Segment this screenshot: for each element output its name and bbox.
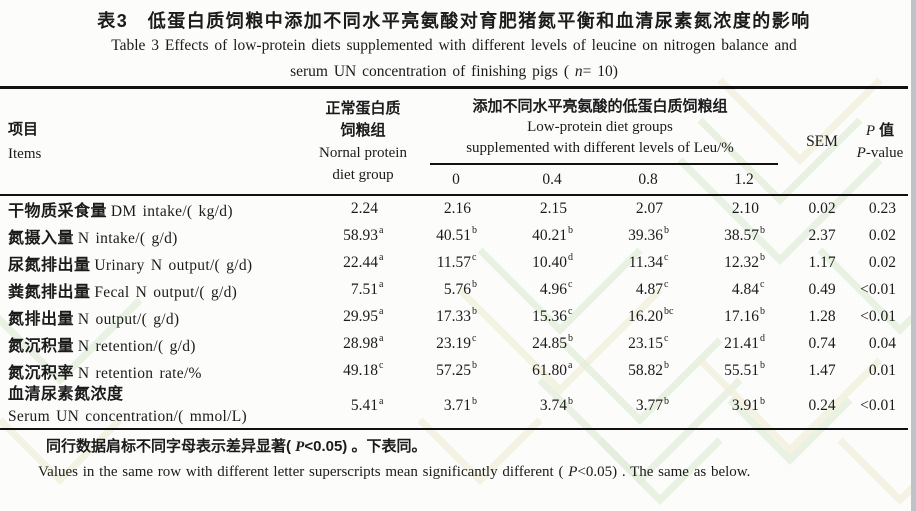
col-header-leucine-groups: 添加不同水平亮氨酸的低蛋白质饲粮组 Low-protein diet group… xyxy=(408,88,792,165)
cell-leu-0.8: 11.34c xyxy=(628,252,669,271)
n-symbol: n xyxy=(574,63,583,80)
cell-sem: 0.49 xyxy=(808,280,836,298)
cell-leu-1.2: 17.16b xyxy=(724,306,765,325)
cell-leu-0.8: 23.15c xyxy=(628,333,669,352)
cell-p-value: 0.23 xyxy=(868,200,896,217)
cell-leu-0.8: 39.36b xyxy=(628,225,669,244)
cell-normal: 28.98a xyxy=(343,333,384,352)
table-row: 氮排出量 N output/( g/d) 29.95a 17.33b 15.36… xyxy=(0,303,908,330)
cell-leu-0.4: 15.36c xyxy=(532,306,573,325)
cell-leu-0.8: 4.87c xyxy=(635,279,669,298)
cell-leu-0: 11.57c xyxy=(436,252,477,271)
table-row: 粪氮排出量 Fecal N output/( g/d) 7.51a 5.76b … xyxy=(0,276,908,303)
table-title-zh: 表3 低蛋白质饲粮中添加不同水平亮氨酸对育肥猪氮平衡和血清尿素氮浓度的影响 xyxy=(97,11,811,31)
cell-leu-0.4: 2.15 xyxy=(539,200,567,217)
cell-leu-1.2: 12.32b xyxy=(724,252,765,271)
cell-leu-0.8: 16.20bc xyxy=(628,306,674,325)
cell-p-value: 0.04 xyxy=(868,334,896,352)
cell-leu-0: 57.25b xyxy=(436,360,477,379)
table-title-en-line2: serum UN concentration of finishing pigs… xyxy=(290,63,618,80)
cell-leu-0.4: 10.40d xyxy=(532,252,573,271)
cell-leu-0.4: 61.80a xyxy=(532,360,573,379)
cell-normal: 29.95a xyxy=(343,306,384,325)
cell-leu-0.8: 3.77b xyxy=(635,395,669,414)
col-header-normal-protein: 正常蛋白质 饲粮组 Nornal protein diet group xyxy=(319,99,407,183)
cell-sem: 0.74 xyxy=(808,334,836,352)
cell-leu-0: 17.33b xyxy=(436,306,477,325)
cell-p-value: 0.02 xyxy=(868,253,896,271)
cell-leu-0: 2.16 xyxy=(443,200,471,217)
cell-leu-1.2: 55.51b xyxy=(724,360,765,379)
col-header-items: 项目 Items xyxy=(8,120,42,162)
cell-leu-0: 23.19c xyxy=(436,333,477,352)
cell-p-value: <0.01 xyxy=(860,280,896,298)
cell-p-value: <0.01 xyxy=(860,397,896,414)
screenshot-edge-strip xyxy=(911,0,916,511)
table-row: 尿氮排出量 Urinary N output/( g/d) 22.44a 11.… xyxy=(0,249,908,276)
cell-leu-0.8: 58.82b xyxy=(628,360,669,379)
cell-sem: 1.28 xyxy=(808,307,836,325)
results-table: 项目 Items 正常蛋白质 饲粮组 Nornal protein diet g… xyxy=(0,86,908,430)
paper-table-page: 表3 低蛋白质饲粮中添加不同水平亮氨酸对育肥猪氮平衡和血清尿素氮浓度的影响 Ta… xyxy=(0,11,908,480)
cell-leu-0: 3.71b xyxy=(443,395,477,414)
cell-leu-1.2: 4.84c xyxy=(731,279,765,298)
row-label: 粪氮排出量 Fecal N output/( g/d) xyxy=(8,283,238,301)
table-row: 氮摄入量 N intake/( g/d) 58.93a 40.51b 40.21… xyxy=(0,222,908,249)
row-label: 氮排出量 N output/( g/d) xyxy=(8,310,180,328)
table-row: 氮沉积率 N retention rate/% 49.18c 57.25b 61… xyxy=(0,357,908,384)
cell-sem: 1.47 xyxy=(808,361,836,379)
row-label: 氮沉积量 N retention/( g/d) xyxy=(8,337,196,355)
cell-p-value: 0.01 xyxy=(868,361,896,379)
cell-normal: 7.51a xyxy=(350,279,384,298)
cell-leu-0.4: 24.85b xyxy=(532,333,573,352)
cell-leu-1.2: 21.41d xyxy=(724,333,765,352)
row-label: 氮沉积率 N retention rate/% xyxy=(8,364,202,382)
row-label: 血清尿素氮浓度 Serum UN concentration/( mmol/L) xyxy=(8,386,248,425)
cell-normal: 5.41a xyxy=(350,395,384,414)
col-header-p-value: P 值 P-value xyxy=(856,121,904,161)
cell-p-value: 0.02 xyxy=(868,226,896,244)
row-label: 干物质采食量 DM intake/( kg/d) xyxy=(8,203,233,220)
table-row: 干物质采食量 DM intake/( kg/d) 2.24 2.16 2.15 … xyxy=(0,195,908,222)
cell-sem: 1.17 xyxy=(808,253,836,271)
cell-leu-0.4: 3.74b xyxy=(539,395,573,414)
cell-leu-0: 5.76b xyxy=(443,279,477,298)
cell-leu-0.4: 4.96c xyxy=(539,279,573,298)
leu-level-1.2: 1.2 xyxy=(734,170,754,188)
cell-normal: 22.44a xyxy=(343,252,384,271)
group-header-rule xyxy=(430,163,778,165)
cell-sem: 2.37 xyxy=(808,226,836,244)
cell-leu-1.2: 3.91b xyxy=(731,395,765,414)
cell-p-value: <0.01 xyxy=(860,307,896,325)
cell-leu-1.2: 2.10 xyxy=(731,200,759,217)
cell-leu-1.2: 38.57b xyxy=(724,225,765,244)
leu-level-0.4: 0.4 xyxy=(542,170,562,188)
cell-sem: 0.24 xyxy=(808,397,836,414)
leu-level-0.8: 0.8 xyxy=(638,170,658,188)
cell-leu-0.8: 2.07 xyxy=(635,200,663,217)
cell-normal: 58.93a xyxy=(343,225,384,244)
table-row: 氮沉积量 N retention/( g/d) 28.98a 23.19c 24… xyxy=(0,330,908,357)
cell-leu-0: 40.51b xyxy=(436,225,477,244)
cell-normal: 2.24 xyxy=(350,200,378,217)
row-label: 尿氮排出量 Urinary N output/( g/d) xyxy=(8,256,253,274)
cell-normal: 49.18c xyxy=(343,360,384,379)
cell-leu-0.4: 40.21b xyxy=(532,225,573,244)
leu-level-0: 0 xyxy=(452,170,460,188)
footnote-zh: 同行数据肩标不同字母表示差异显著( P<0.05) 。下表同。 xyxy=(46,438,427,455)
table-row: 血清尿素氮浓度 Serum UN concentration/( mmol/L)… xyxy=(0,384,908,429)
cell-sem: 0.02 xyxy=(808,200,836,217)
col-header-sem: SEM xyxy=(806,132,838,150)
table-title-en-line1: Table 3 Effects of low-protein diets sup… xyxy=(111,37,797,54)
row-label: 氮摄入量 N intake/( g/d) xyxy=(8,229,178,247)
footnote-en: Values in the same row with different le… xyxy=(38,464,751,480)
